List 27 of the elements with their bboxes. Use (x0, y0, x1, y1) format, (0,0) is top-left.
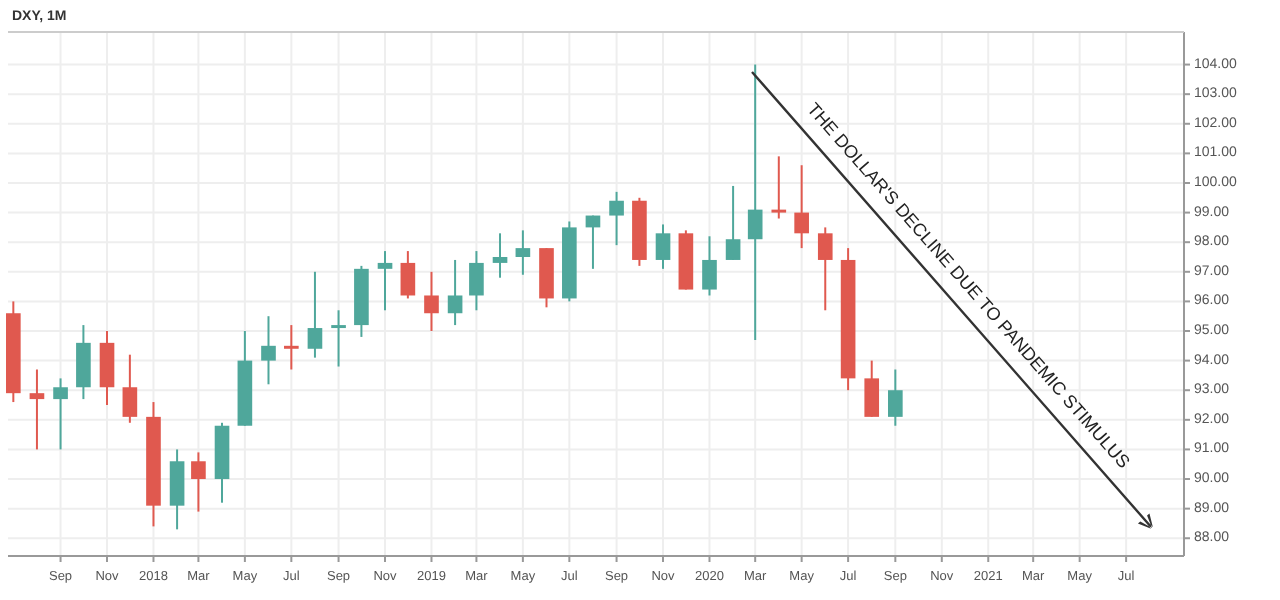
candlestick (794, 164, 809, 250)
candlestick (169, 448, 185, 531)
candlestick (888, 368, 903, 427)
candlestick (307, 270, 323, 359)
candlestick (284, 324, 299, 371)
candlestick (99, 330, 115, 407)
candlestick (400, 250, 416, 300)
candlestick (725, 184, 741, 261)
candlestick (771, 155, 787, 220)
candlestick (261, 315, 276, 386)
candlestick (655, 223, 671, 270)
candlestick (515, 229, 531, 276)
candlestick (191, 451, 206, 513)
candlestick (53, 377, 68, 451)
candlestick (122, 353, 138, 424)
candlestick (331, 309, 346, 368)
candlestick (447, 258, 463, 327)
candlestick (702, 235, 717, 297)
candlestick (492, 232, 508, 279)
candlestick (864, 359, 880, 418)
candlestick (609, 190, 624, 247)
candlestick (377, 250, 393, 312)
candlestick (76, 324, 91, 401)
candlestick (817, 226, 833, 312)
candlestick (469, 250, 484, 312)
candlestick (29, 368, 45, 451)
candlestick (424, 270, 439, 333)
